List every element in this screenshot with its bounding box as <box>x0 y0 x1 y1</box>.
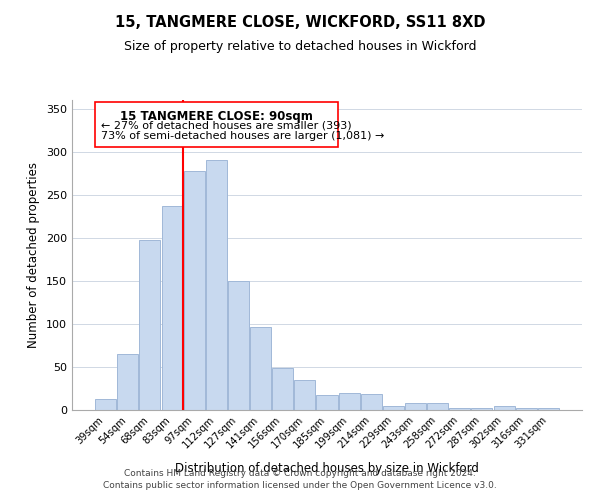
Y-axis label: Number of detached properties: Number of detached properties <box>28 162 40 348</box>
Bar <box>95 399 116 410</box>
Text: Size of property relative to detached houses in Wickford: Size of property relative to detached ho… <box>124 40 476 53</box>
Bar <box>250 328 271 410</box>
Text: Contains HM Land Registry data © Crown copyright and database right 2024.: Contains HM Land Registry data © Crown c… <box>124 468 476 477</box>
Bar <box>118 354 139 410</box>
Bar <box>295 380 316 410</box>
Bar <box>383 406 404 410</box>
Bar <box>494 406 515 410</box>
Text: ← 27% of detached houses are smaller (393): ← 27% of detached houses are smaller (39… <box>101 120 352 130</box>
Bar <box>184 170 205 410</box>
Bar <box>316 394 338 410</box>
Text: 73% of semi-detached houses are larger (1,081) →: 73% of semi-detached houses are larger (… <box>101 131 385 141</box>
Bar <box>427 403 448 410</box>
Bar <box>338 393 359 410</box>
Bar <box>228 281 249 410</box>
Bar <box>161 206 182 410</box>
Bar <box>206 160 227 410</box>
Bar <box>515 408 536 410</box>
Bar <box>272 368 293 410</box>
Bar <box>405 403 426 410</box>
Text: 15, TANGMERE CLOSE, WICKFORD, SS11 8XD: 15, TANGMERE CLOSE, WICKFORD, SS11 8XD <box>115 15 485 30</box>
Text: 15 TANGMERE CLOSE: 90sqm: 15 TANGMERE CLOSE: 90sqm <box>120 110 313 124</box>
X-axis label: Distribution of detached houses by size in Wickford: Distribution of detached houses by size … <box>175 462 479 474</box>
Bar <box>538 408 559 410</box>
Text: Contains public sector information licensed under the Open Government Licence v3: Contains public sector information licen… <box>103 481 497 490</box>
Bar <box>449 408 470 410</box>
Bar <box>95 102 338 148</box>
Bar <box>139 240 160 410</box>
Bar <box>361 394 382 410</box>
Bar <box>472 408 493 410</box>
